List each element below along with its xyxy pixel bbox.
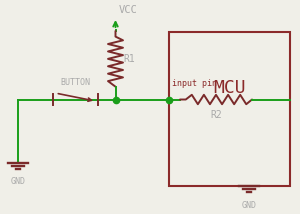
Text: input pin: input pin [172, 79, 218, 88]
Text: R1: R1 [123, 54, 135, 64]
Text: GND: GND [11, 177, 26, 186]
Text: MCU: MCU [213, 79, 246, 97]
Text: GND: GND [242, 201, 256, 210]
Text: R2: R2 [210, 110, 222, 120]
Bar [169, 32, 290, 186]
Text: VCC: VCC [118, 5, 137, 15]
Text: BUTTON: BUTTON [60, 78, 90, 87]
